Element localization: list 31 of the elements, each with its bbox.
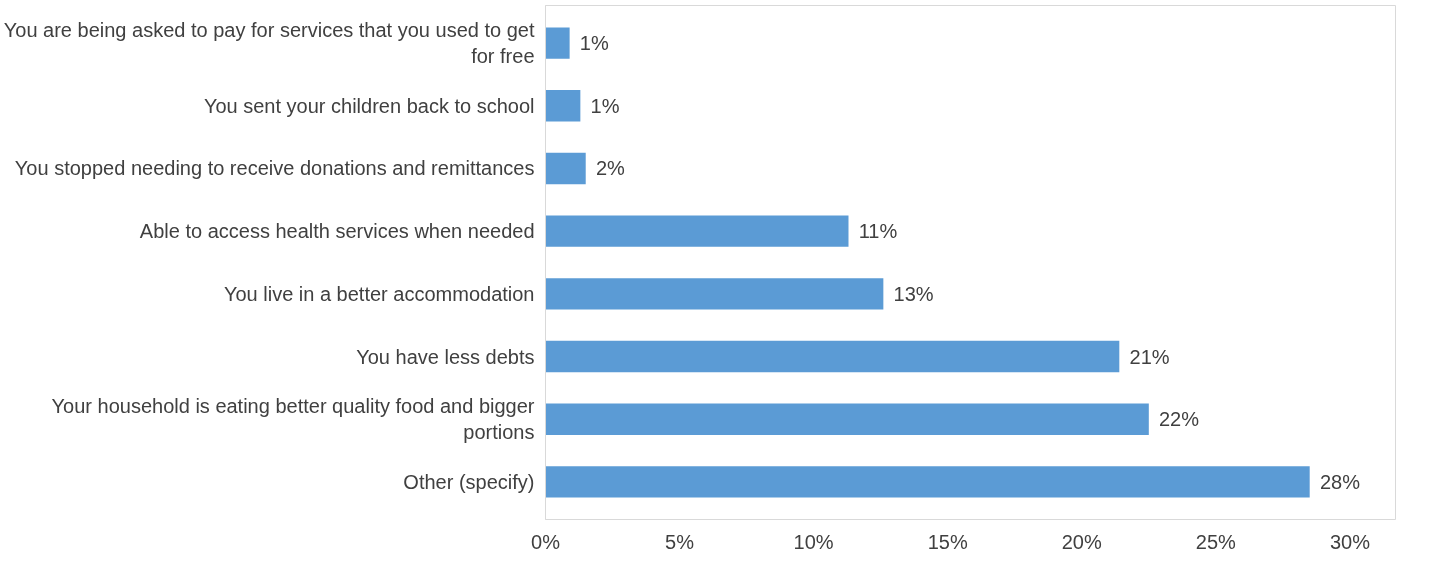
y-tick-label: Able to access health services when needed: [139, 220, 535, 243]
bar: [545, 152, 586, 185]
data-label: 1%: [590, 94, 620, 117]
x-tick-label: 20%: [1061, 530, 1103, 553]
data-label: 11%: [858, 220, 898, 243]
bar: [545, 215, 849, 247]
y-tick-label: You live in a better accommodation: [223, 282, 535, 305]
bar: [545, 466, 1310, 498]
y-tick-label: Your household is eating better quality food and bigger portions: [51, 395, 535, 444]
y-tick-label: You are being asked to pay for services that you used to get for free: [3, 18, 535, 68]
data-label: 28%: [1319, 470, 1361, 493]
bar: [545, 278, 884, 310]
bar: [545, 340, 1120, 373]
bar: [545, 27, 570, 59]
data-label: 22%: [1159, 408, 1200, 431]
x-tick-label: 10%: [793, 530, 834, 553]
data-label: 2%: [595, 157, 626, 180]
bar: [545, 90, 581, 122]
data-label: 21%: [1129, 345, 1170, 368]
x-tick-label: 15%: [927, 530, 968, 553]
x-tick-label: 5%: [665, 530, 695, 553]
bar: [545, 403, 1149, 435]
y-tick-label: You sent your children back to school: [203, 94, 535, 117]
x-tick-label: 0%: [531, 530, 561, 553]
y-tick-label: You stopped needing to receive donations and remittances: [14, 157, 535, 180]
y-tick-label: Other (specify): [403, 470, 535, 493]
data-label: 1%: [579, 32, 609, 55]
y-tick-label: You have less debts: [356, 345, 535, 368]
data-label: 13%: [893, 282, 934, 305]
x-tick-label: 30%: [1329, 530, 1371, 553]
x-tick-label: 25%: [1195, 530, 1237, 553]
